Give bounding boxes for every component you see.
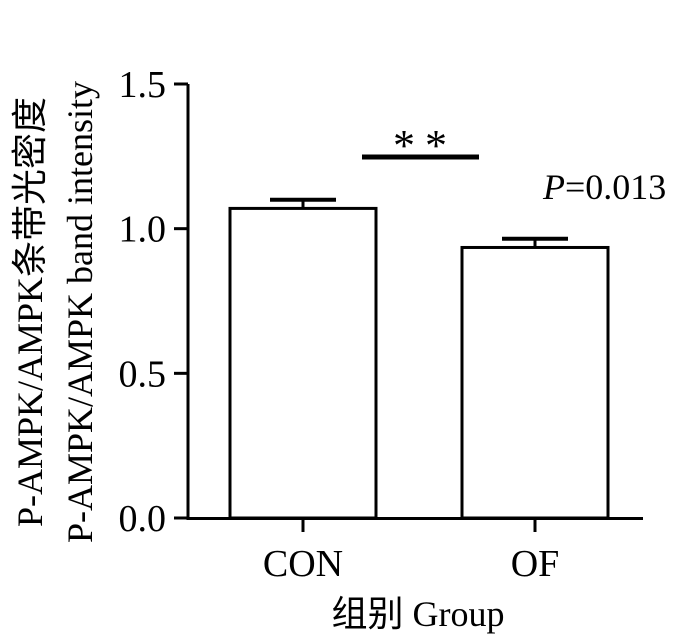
p-value-number: =0.013 xyxy=(565,167,666,207)
bar-group xyxy=(228,197,610,520)
significance-stars: ** xyxy=(393,121,457,170)
x-axis-label: 组别 Group xyxy=(332,594,505,634)
y-tick-label: 1.5 xyxy=(119,64,167,106)
y-axis-label-line1: P-AMPK/AMPK条带光密度 xyxy=(10,97,50,527)
p-value-italic-p: P xyxy=(542,167,565,207)
y-tick-label: 1.0 xyxy=(119,209,167,251)
p-value-annotation: P=0.013 xyxy=(542,167,666,207)
x-tick-label-of: OF xyxy=(511,543,560,585)
y-tick-label: 0.5 xyxy=(119,353,167,395)
y-tick-group: 0.0 0.5 1.0 1.5 xyxy=(119,64,188,540)
bar-con xyxy=(228,206,378,520)
bar-of xyxy=(460,245,610,520)
x-tick-label-con: CON xyxy=(263,543,343,585)
y-tick-label: 0.0 xyxy=(119,498,167,540)
x-tick-label-group: CON OF xyxy=(263,518,559,585)
y-axis-label-line2: P-AMPK/AMPK band intensity xyxy=(60,81,100,543)
